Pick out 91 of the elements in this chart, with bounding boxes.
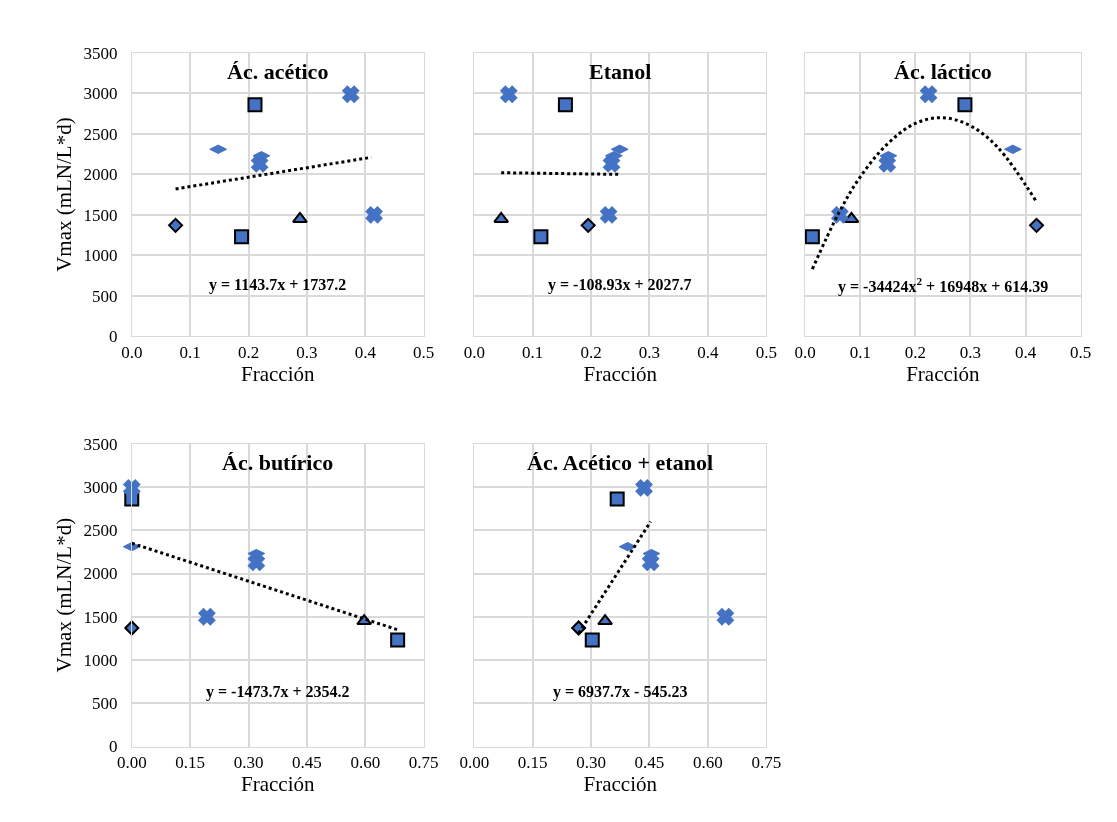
point bbox=[635, 479, 653, 497]
x-tick-label: 0.45 bbox=[634, 752, 665, 772]
y-tick-label: 0 bbox=[108, 327, 118, 347]
x-tick-label: 0.5 bbox=[413, 342, 435, 362]
x-tick-label: 0.45 bbox=[292, 752, 322, 772]
annotation: y = 6937.7x - 545.23 bbox=[553, 683, 688, 701]
y-tick-label: 3500 bbox=[83, 434, 118, 454]
x-axis-title: Fracción bbox=[241, 361, 315, 386]
chart-title: Etanol bbox=[589, 59, 652, 84]
annotation: y = 1143.7x + 1737.2 bbox=[209, 276, 347, 294]
y-tick-label: 2000 bbox=[83, 165, 118, 185]
x-tick-label: 0.00 bbox=[459, 752, 490, 772]
x-tick-label: 0.30 bbox=[233, 752, 264, 772]
point bbox=[557, 97, 573, 113]
x-tick-label: 0.00 bbox=[116, 752, 147, 772]
point bbox=[365, 206, 383, 224]
x-tick-label: 0.1 bbox=[179, 342, 201, 362]
point bbox=[597, 614, 614, 626]
point bbox=[198, 608, 216, 626]
x-axis-title: Fracción bbox=[583, 361, 658, 386]
x-tick-label: 0.30 bbox=[576, 752, 606, 772]
x-axis-title: Fracción bbox=[906, 361, 981, 386]
x-tick-label: 0.2 bbox=[237, 342, 260, 362]
x-tick-label: 0.0 bbox=[463, 342, 485, 362]
point bbox=[390, 632, 406, 648]
point bbox=[533, 229, 549, 245]
x-tick-label: 0.3 bbox=[638, 342, 661, 362]
point bbox=[123, 479, 141, 497]
annotation: y = -108.93x + 2027.7 bbox=[548, 276, 692, 294]
x-tick-label: 0.3 bbox=[959, 342, 982, 362]
y-tick-label: 3000 bbox=[83, 477, 118, 497]
x-tick-label: 0.5 bbox=[1069, 342, 1092, 362]
y-tick-label: 1000 bbox=[83, 246, 118, 266]
x-tick-label: 0.2 bbox=[580, 342, 602, 362]
x-tick-label: 0.4 bbox=[354, 342, 377, 362]
annotation: y = -34424x$^{2}$ + 16948x + 614.39 bbox=[838, 275, 1049, 296]
point bbox=[251, 155, 268, 173]
point bbox=[342, 85, 360, 103]
x-tick-label: 0.60 bbox=[350, 752, 381, 772]
x-tick-label: 0.15 bbox=[517, 752, 548, 772]
chart-title: Ác. butírico bbox=[222, 450, 334, 475]
x-axis-title: Fracción bbox=[583, 771, 658, 796]
point bbox=[957, 97, 973, 113]
point bbox=[247, 97, 263, 113]
y-tick-label: 0 bbox=[108, 737, 118, 757]
y-tick-label: 1500 bbox=[83, 607, 118, 627]
point bbox=[609, 491, 625, 507]
x-tick-label: 0.4 bbox=[697, 342, 719, 362]
x-tick-label: 0.60 bbox=[693, 752, 723, 772]
x-tick-label: 0.1 bbox=[849, 342, 871, 362]
y-axis-title: Vmax (mLN/L*d) bbox=[51, 117, 76, 272]
chart-title: Ác. acético bbox=[227, 59, 329, 84]
x-tick-label: 0.0 bbox=[794, 342, 816, 362]
point bbox=[600, 206, 617, 224]
chart-title: Ác. Acético + etanol bbox=[527, 450, 714, 475]
point bbox=[642, 553, 659, 571]
point bbox=[580, 217, 596, 233]
point bbox=[234, 229, 250, 245]
point bbox=[717, 608, 734, 626]
point bbox=[920, 85, 937, 103]
x-tick-label: 0.75 bbox=[408, 752, 439, 772]
y-tick-label: 1000 bbox=[83, 650, 118, 670]
point bbox=[500, 85, 518, 103]
x-tick-label: 0.75 bbox=[751, 752, 782, 772]
y-axis-title: Vmax (mLN/L*d) bbox=[51, 517, 76, 673]
annotation: y = -1473.7x + 2354.2 bbox=[206, 683, 350, 701]
y-tick-label: 2500 bbox=[83, 521, 118, 541]
x-axis-title: Fracción bbox=[241, 771, 315, 796]
point bbox=[292, 211, 308, 223]
x-tick-label: 0.15 bbox=[175, 752, 206, 772]
y-tick-label: 3000 bbox=[83, 84, 118, 104]
x-tick-label: 0.0 bbox=[121, 342, 143, 362]
y-tick-label: 2500 bbox=[83, 124, 118, 144]
x-tick-label: 0.5 bbox=[755, 342, 777, 362]
point bbox=[1029, 217, 1045, 233]
y-tick-label: 500 bbox=[91, 286, 118, 306]
y-tick-label: 500 bbox=[91, 694, 118, 714]
point bbox=[124, 620, 140, 636]
y-tick-label: 1500 bbox=[83, 205, 118, 225]
x-tick-label: 0.4 bbox=[1014, 342, 1037, 362]
x-tick-label: 0.2 bbox=[904, 342, 926, 362]
point bbox=[168, 217, 184, 233]
x-tick-label: 0.3 bbox=[296, 342, 318, 362]
y-tick-label: 3500 bbox=[83, 43, 118, 63]
x-tick-label: 0.1 bbox=[522, 342, 544, 362]
point bbox=[584, 632, 600, 648]
point bbox=[493, 211, 510, 223]
y-tick-label: 2000 bbox=[83, 564, 118, 584]
chart-title: Ác. láctico bbox=[894, 59, 992, 84]
point bbox=[804, 229, 820, 245]
point bbox=[248, 553, 265, 571]
